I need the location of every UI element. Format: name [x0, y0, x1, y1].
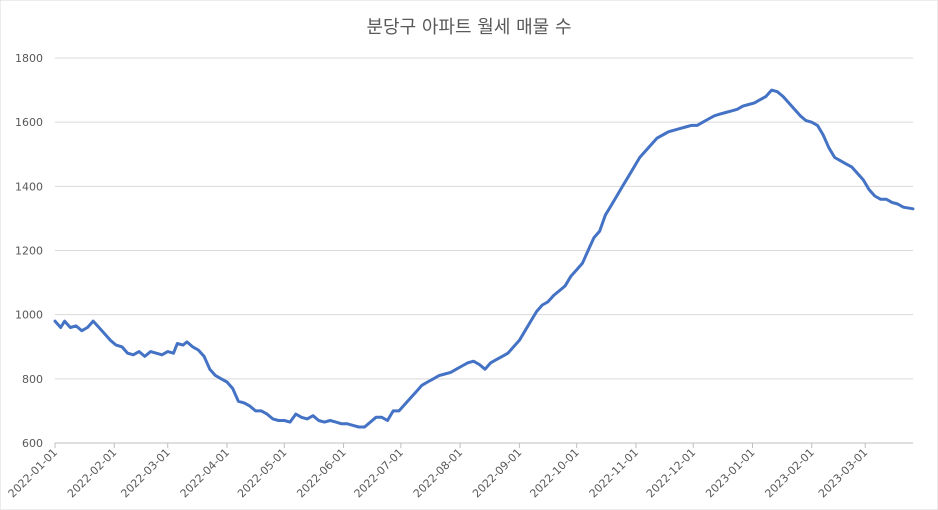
y-tick-label: 1600 [15, 116, 43, 129]
y-tick-label: 1800 [15, 52, 43, 65]
y-tick-label: 1000 [15, 309, 43, 322]
gridlines [55, 57, 913, 444]
y-tick-label: 1200 [15, 245, 43, 258]
y-tick-label: 800 [22, 373, 43, 386]
series-layer [53, 88, 915, 429]
y-tick-label: 1400 [15, 180, 43, 193]
chart-title: 분당구 아파트 월세 매물 수 [366, 17, 571, 38]
series-line [53, 88, 915, 429]
y-tick-label: 600 [22, 437, 43, 450]
